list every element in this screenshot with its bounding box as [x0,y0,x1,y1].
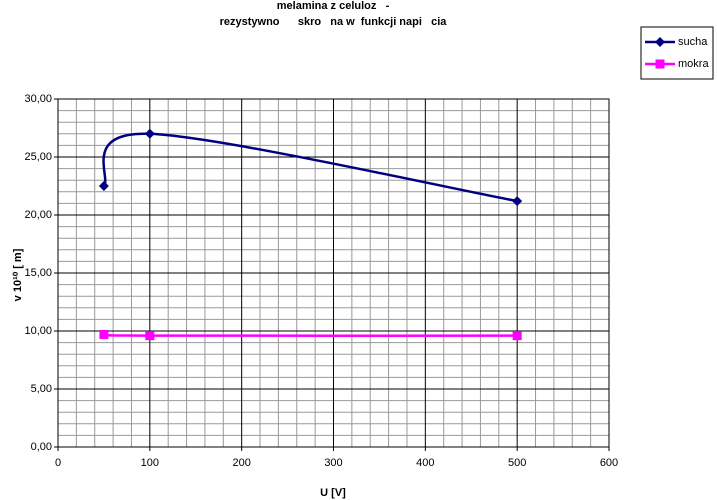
data-point [145,331,155,341]
data-point [144,128,155,139]
plot-border [57,98,610,448]
legend-label: mokra [678,58,709,70]
x-tick-label: 0 [55,457,61,469]
y-tick-label: 30,00 [24,93,52,105]
legend-label: sucha [678,36,708,48]
legend-marker [655,37,665,47]
legend-marker [655,59,665,69]
series-line [102,132,518,203]
y-tick-label: 10,00 [24,325,52,337]
legend-box [640,26,714,80]
data-point [512,196,523,207]
y-axis-label: v 10¹⁰ [ m] [12,248,24,301]
y-tick-label: 5,00 [31,383,52,395]
y-tick-label: 15,00 [24,267,52,279]
data-point [98,181,109,191]
x-tick-label: 100 [141,457,159,469]
x-tick-label: 400 [416,457,434,469]
x-tick-label: 600 [600,457,618,469]
series-line [102,333,518,337]
y-tick-label: 0,00 [31,441,52,453]
y-tick-label: 20,00 [24,209,52,221]
x-tick-label: 300 [324,457,342,469]
chart-title: melamina z celuloz - [277,0,390,12]
x-tick-label: 500 [508,457,526,469]
data-point [99,329,109,339]
x-axis-label: U [V] [320,487,346,499]
x-tick-label: 200 [232,457,250,469]
y-tick-label: 25,00 [24,151,52,163]
chart-title: rezystywno skro na w funkcji napi cia [220,16,448,28]
data-point [512,331,522,341]
